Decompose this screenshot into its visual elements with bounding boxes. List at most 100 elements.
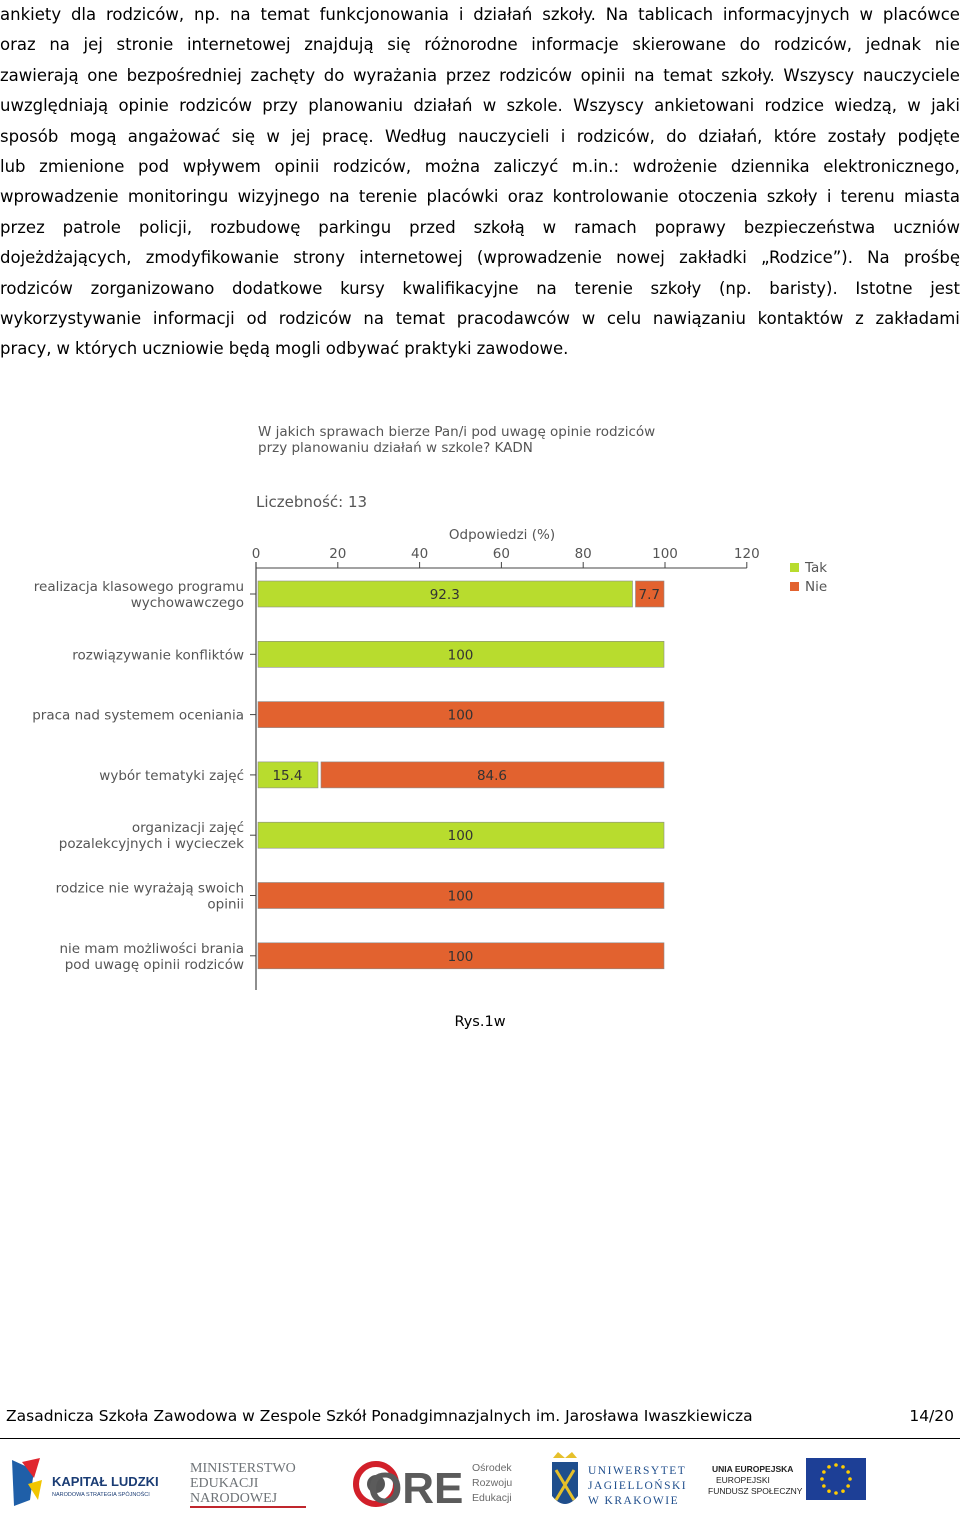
word: internetowej — [186, 35, 291, 55]
figure-caption: Rys.1w — [454, 1014, 506, 1030]
svg-text:NARODOWEJ: NARODOWEJ — [190, 1491, 278, 1506]
text-line: zawierają one bezpośredniej zachęty do wyraża… — [0, 61, 960, 91]
word: placówki — [426, 187, 499, 207]
word: rodziców — [499, 65, 572, 85]
svg-text:EUROPEJSKI: EUROPEJSKI — [716, 1475, 770, 1485]
word: się — [387, 35, 411, 55]
word: do — [323, 65, 345, 85]
word: Na — [867, 248, 890, 268]
word: działań — [413, 96, 473, 116]
word: wykorzystywanie — [0, 308, 142, 328]
category-label: pozalekcyjnych i wycieczek — [59, 836, 244, 852]
word: nauczyciele — [862, 65, 960, 85]
svg-text:Rozwoju: Rozwoju — [472, 1477, 512, 1489]
word: rodziców — [0, 278, 73, 298]
x-tick-label: 100 — [652, 546, 678, 562]
word: Według — [385, 126, 447, 146]
word: zakładki — [679, 248, 747, 268]
bar-value-label: 100 — [448, 828, 474, 844]
word: można — [424, 156, 481, 176]
text-line: dojeżdżających, zmodyfikowanie strony inter… — [0, 243, 960, 273]
word: patrole — [62, 217, 121, 237]
word: jej — [83, 35, 103, 55]
text-line: uwzględniają opinie rodziców przy planowaniu… — [0, 91, 960, 121]
word: wiedzą, — [834, 96, 897, 116]
word: (wprowadzenie — [476, 248, 602, 268]
word: w — [907, 96, 921, 116]
word: skierowane — [632, 35, 726, 55]
text-line: pracy, w których uczniowie będą mogli odbywać p… — [0, 334, 960, 364]
svg-text:KAPITAŁ LUDZKI: KAPITAŁ LUDZKI — [52, 1474, 159, 1489]
word: bezpieczeństwa — [743, 217, 876, 237]
text-line: wprowadzenie monitoringu wizyjnego na tereni… — [0, 182, 960, 212]
x-tick-label: 120 — [734, 546, 760, 562]
word: zmienione — [39, 156, 125, 176]
text-line: wykorzystywanie informacji od rodziców na tem… — [0, 304, 960, 334]
word: w — [581, 308, 596, 328]
word: internetowej — [359, 248, 463, 268]
bar-nie — [257, 882, 665, 909]
category-label: rodzice nie wyrażają swoich — [56, 881, 244, 897]
x-tick-label: 20 — [329, 546, 346, 562]
word: zostały — [827, 126, 887, 146]
category-labels: realizacja klasowego programuwychowawcze… — [32, 579, 256, 973]
word: planowaniu — [308, 96, 404, 116]
x-axis-ticks: 0 20 40 60 80 100 120 — [252, 546, 760, 569]
word: mogli — [274, 339, 321, 359]
word: temat — [260, 5, 310, 24]
footer-school-name: Zasadnicza Szkoła Zawodowa w Zespole Szk… — [6, 1407, 753, 1425]
eu-star — [820, 1477, 824, 1481]
word: zachęty — [250, 65, 316, 85]
word: wizyjnego — [237, 187, 320, 207]
word: nawiązaniu — [652, 308, 746, 328]
word: temat — [663, 65, 713, 85]
word: rozbudowę — [210, 217, 301, 237]
bar-value-label: 15.4 — [272, 768, 302, 784]
eu-star — [827, 1465, 831, 1469]
word: otoczenia — [677, 187, 758, 207]
word: kursy — [340, 278, 385, 298]
word: Wszyscy — [783, 65, 855, 85]
word: szkole. — [506, 96, 563, 116]
bar-value-label: 84.6 — [477, 768, 507, 784]
word: prośbę — [903, 248, 960, 268]
bar-value-label: 100 — [448, 949, 474, 965]
word: na — [634, 65, 655, 85]
svg-text:Ośrodek: Ośrodek — [472, 1462, 512, 1474]
category-label: rozwiązywanie konfliktów — [72, 647, 244, 663]
word: szkoły. — [721, 65, 775, 85]
svg-text:JAGIELLOŃSKI: JAGIELLOŃSKI — [588, 1478, 687, 1492]
word: funkcjonowania — [319, 5, 449, 24]
eu-star — [834, 1491, 838, 1495]
word: przed — [409, 217, 456, 237]
bar-tak — [257, 761, 319, 789]
word: opinii — [580, 65, 626, 85]
word: działań, — [698, 126, 763, 146]
word: zakładami — [875, 308, 960, 328]
word: lub — [0, 156, 26, 176]
eu-flag-stars — [820, 1463, 852, 1495]
word: wpływem — [182, 156, 261, 176]
text-line: ankiety dla rodziców, np. na temat funkcjonowa… — [0, 0, 960, 30]
word: jej — [291, 126, 311, 146]
word: nauczycieli — [457, 126, 550, 146]
word: zaliczyć — [493, 156, 559, 176]
sponsor-logos: KAPITAŁ LUDZKI NARODOWA STRATEGIA SPÓJNO… — [12, 1452, 866, 1513]
word: i — [560, 126, 566, 146]
word: dla — [70, 5, 97, 24]
bar-nie — [257, 942, 665, 970]
category-label: nie mam możliwości brania — [59, 941, 244, 957]
word: ankietowani — [654, 96, 755, 116]
word: jest — [930, 278, 960, 298]
word: informacje — [531, 35, 619, 55]
word: one — [87, 65, 118, 85]
word: znajdują — [304, 35, 374, 55]
footer-page-number: 14/20 — [909, 1407, 954, 1425]
svg-text:UNIA EUROPEJSKA: UNIA EUROPEJSKA — [712, 1464, 793, 1474]
word: strony — [293, 248, 346, 268]
word: „Rodzice”). — [761, 248, 853, 268]
word: terenu — [840, 187, 895, 207]
x-axis-label: Odpowiedzi (%) — [449, 527, 555, 543]
chart-legend: Tak Nie — [790, 560, 827, 595]
text-line: lub zmienione pod wpływem opinii rodziców, moż… — [0, 152, 960, 182]
